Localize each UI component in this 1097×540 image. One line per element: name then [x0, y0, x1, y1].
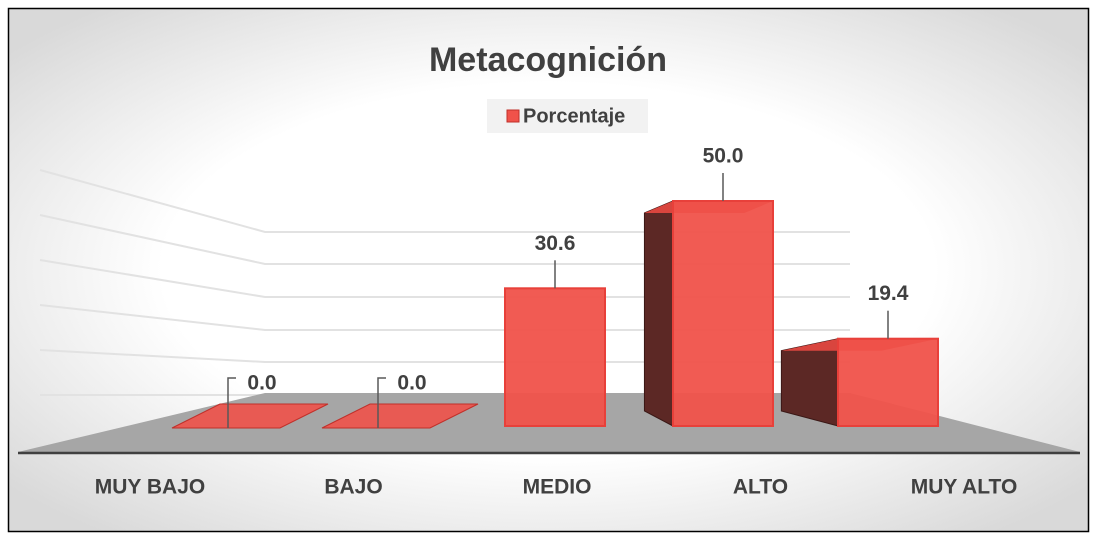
x-tick-label: BAJO [324, 476, 382, 499]
leader-line [227, 377, 236, 428]
legend-label: Porcentaje [523, 105, 625, 127]
data-label: 19.4 [868, 282, 909, 305]
data-label: 50.0 [703, 145, 744, 168]
x-tick-label: MUY BAJO [95, 476, 205, 499]
x-tick-label: MEDIO [523, 476, 592, 499]
bar-side [643, 200, 674, 427]
bar [321, 403, 479, 429]
bar [504, 287, 606, 427]
leader-line [377, 377, 386, 428]
data-label: 0.0 [397, 372, 426, 395]
x-tick-label: MUY ALTO [911, 476, 1018, 499]
legend-key [506, 109, 520, 123]
bar-side [780, 338, 839, 427]
x-tick-label: ALTO [733, 476, 788, 499]
bar [837, 337, 939, 428]
bar [672, 200, 774, 427]
bar [171, 403, 329, 429]
data-label: 0.0 [247, 372, 276, 395]
chart-title: Metacognición [429, 41, 667, 79]
data-label: 30.6 [535, 232, 576, 255]
